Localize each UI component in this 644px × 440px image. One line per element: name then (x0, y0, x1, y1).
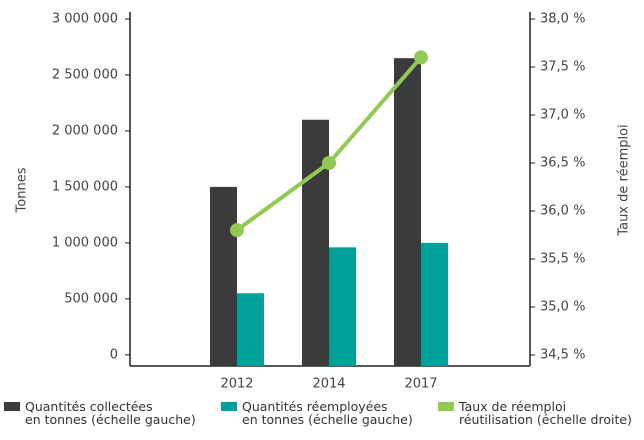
y-tick-label: 500 000 (64, 291, 118, 306)
legend-swatch (4, 402, 20, 411)
y-tick-label: 0 (110, 347, 118, 362)
y-tick-label: 2 000 000 (52, 123, 118, 138)
marker (322, 155, 336, 170)
y-tick-label: 2 500 000 (52, 67, 118, 82)
marker (414, 50, 428, 65)
y2-axis-title: Taux de réemploi (617, 124, 632, 236)
bar (302, 119, 329, 366)
y-axis-title: Tonnes (15, 167, 30, 213)
legend: Quantités collectées en tonnes (échelle … (0, 400, 644, 426)
x-tick-label: 2012 (220, 377, 253, 392)
y-tick-label: 1 000 000 (52, 235, 118, 250)
legend-swatch (438, 402, 454, 411)
marker (230, 223, 244, 238)
legend-label: Quantités réemployées en tonnes (échelle… (242, 399, 413, 427)
bar (210, 186, 237, 366)
legend-label: Quantités collectées en tonnes (échelle … (25, 399, 196, 427)
legend-item: Taux de réemploi réutilisation (échelle … (434, 400, 644, 426)
y2-tick-label: 35,0 % (540, 299, 585, 314)
y2-tick-label: 38,0 % (540, 12, 585, 27)
x-tick-label: 2014 (312, 377, 345, 392)
legend-item: Quantités réemployées en tonnes (échelle… (217, 400, 434, 426)
legend-label: Taux de réemploi réutilisation (échelle … (459, 399, 632, 427)
y2-tick-label: 36,5 % (540, 155, 585, 170)
y2-tick-label: 36,0 % (540, 203, 585, 218)
y2-tick-label: 35,5 % (540, 251, 585, 266)
y2-tick-label: 34,5 % (540, 347, 585, 362)
y2-tick-label: 37,0 % (540, 107, 585, 122)
legend-item: Quantités collectées en tonnes (échelle … (0, 400, 217, 426)
y-tick-label: 1 500 000 (52, 179, 118, 194)
legend-swatch (221, 402, 237, 411)
bar (421, 242, 448, 366)
bar (394, 58, 421, 366)
y2-tick-label: 37,5 % (540, 59, 585, 74)
chart: Tonnes Taux de réemploi 0 500 000 1 000 00… (15, 12, 632, 392)
x-tick-label: 2017 (404, 377, 437, 392)
y-tick-label: 3 000 000 (52, 12, 118, 27)
bar (237, 293, 264, 366)
bar (329, 247, 356, 366)
